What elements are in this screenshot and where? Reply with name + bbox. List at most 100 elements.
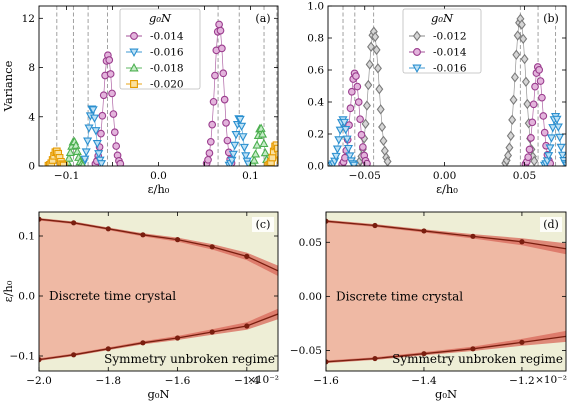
data-point (372, 44, 381, 56)
data-point (259, 138, 269, 148)
data-point (562, 161, 566, 166)
x-axis-label: ε/h₀ (436, 182, 458, 196)
y-tick-label: 0.2 (307, 129, 324, 141)
data-point (65, 147, 75, 156)
plot-frame (327, 5, 567, 167)
data-point (260, 147, 270, 157)
upper-boundary-line (39, 218, 278, 272)
data-point (343, 144, 354, 154)
panel-tag-bg (540, 11, 562, 26)
upper-boundary-point (519, 239, 525, 245)
x-tick-label: −2.0 (26, 375, 52, 387)
lower-boundary-point (71, 352, 77, 358)
y-tick-label: 0.6 (307, 65, 324, 77)
data-point (555, 133, 565, 143)
data-point (64, 153, 74, 162)
data-point (108, 89, 116, 98)
lower-boundary-point (372, 355, 378, 362)
data-point (274, 144, 278, 153)
data-point (341, 126, 351, 135)
data-point (365, 59, 374, 70)
lower-boundary-point (326, 359, 329, 365)
plot-area (328, 6, 566, 166)
data-point (540, 128, 549, 137)
panel-tag-bg (252, 217, 274, 232)
data-point (504, 150, 513, 161)
y-axis-label: Variance (1, 60, 15, 112)
data-point (525, 145, 534, 154)
x-tick-label: −1.6 (313, 375, 339, 387)
legend-marker (412, 30, 422, 42)
data-point (349, 161, 359, 166)
data-point (530, 155, 539, 166)
unbroken-region-label: Symmetry unbroken regime (392, 352, 563, 366)
data-point (357, 130, 366, 139)
data-point (528, 118, 537, 127)
upper-boundary-point (105, 226, 111, 232)
legend-label: -0.014 (150, 31, 184, 43)
data-point (208, 120, 217, 129)
data-point (545, 144, 555, 153)
data-point (335, 126, 345, 135)
data-point (209, 97, 218, 106)
data-point (249, 155, 259, 164)
data-point (88, 106, 98, 115)
plot-frame (38, 211, 279, 372)
upper-boundary-point (209, 244, 215, 250)
data-point (523, 98, 532, 110)
x-axis-multiplier: ×10⁻² (247, 374, 279, 386)
data-point (227, 156, 237, 166)
data-point (241, 152, 251, 161)
data-point (339, 118, 349, 128)
y-tick-label: 0.00 (299, 291, 322, 303)
data-point (80, 155, 90, 164)
data-point (223, 136, 232, 145)
dtc-region (39, 219, 278, 360)
x-axis-multiplier: ×10⁻² (535, 374, 567, 386)
y-axis-label: ε/h₀ (1, 280, 15, 302)
data-point (89, 114, 100, 123)
upper-boundary-point (326, 218, 329, 224)
data-point (106, 70, 115, 78)
plot-area (326, 212, 566, 371)
legend-label: -0.016 (150, 47, 184, 59)
y-tick-label: −0.05 (290, 345, 322, 357)
data-point (215, 20, 223, 29)
data-point (231, 130, 241, 140)
upper-boundary-point (39, 216, 42, 222)
data-point (275, 150, 278, 159)
dtc-region (326, 221, 566, 362)
data-point (105, 56, 114, 64)
data-point (367, 41, 376, 53)
data-point (539, 112, 548, 120)
data-point (376, 104, 385, 115)
data-point (535, 66, 544, 74)
legend-marker (413, 48, 421, 56)
data-point (544, 152, 554, 161)
data-point (364, 79, 373, 91)
data-point (362, 100, 371, 111)
panel-tag: (b) (543, 12, 559, 25)
lower-boundary-point (140, 340, 146, 346)
data-point (531, 82, 539, 91)
data-point (206, 137, 215, 146)
upper-boundary-point (140, 232, 146, 238)
data-point (332, 145, 343, 154)
legend-marker (130, 80, 138, 88)
data-point (235, 115, 245, 125)
data-point (97, 129, 105, 138)
y-tick-label: 0.4 (307, 97, 324, 109)
data-point (228, 150, 238, 160)
x-tick-label: −1.4 (411, 375, 437, 387)
data-point (508, 114, 517, 126)
data-point (81, 148, 91, 157)
data-point (230, 141, 240, 151)
data-point (257, 129, 268, 138)
x-tick-label: 0.1 (242, 170, 259, 182)
y-tick-label: 0.0 (307, 161, 324, 173)
data-point (363, 159, 371, 166)
y-tick-label: 1.0 (307, 1, 324, 13)
data-point (251, 149, 261, 158)
data-point (342, 135, 352, 144)
